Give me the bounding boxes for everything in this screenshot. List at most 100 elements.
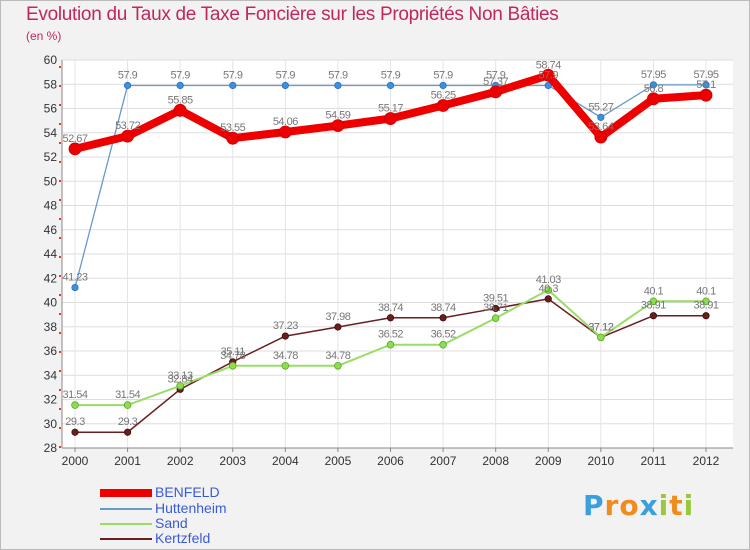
- data-point-sand: [386, 340, 395, 349]
- axis-dot: [59, 427, 61, 429]
- data-point-sand: [544, 286, 553, 294]
- data-point-benfeld: [489, 85, 503, 99]
- data-label-sand: 34.78: [325, 350, 350, 362]
- series-layer: [68, 68, 713, 436]
- y-tick-label: 36: [44, 344, 58, 358]
- axis-dot: [59, 389, 61, 391]
- x-tick-label: 2006: [377, 454, 404, 468]
- data-label-sand: 34.78: [273, 350, 298, 362]
- data-point-sand: [334, 361, 342, 370]
- data-label-kertzfeld: 29.3: [118, 416, 138, 428]
- data-label-sand: 31.54: [115, 389, 140, 401]
- data-point-benfeld: [278, 125, 292, 139]
- y-tick-label: 60: [44, 53, 58, 67]
- data-label-huttenheim: 57.9: [381, 69, 401, 81]
- data-point-benfeld: [68, 142, 82, 156]
- logo-letter: x: [639, 489, 659, 522]
- y-tick-label: 40: [44, 296, 58, 310]
- data-point-huttenheim: [281, 81, 289, 90]
- y-tick-label: 50: [44, 174, 58, 188]
- chart-title: Evolution du Taux de Taxe Foncière sur l…: [26, 4, 559, 25]
- data-point-kertzfeld: [544, 295, 552, 303]
- data-point-huttenheim: [649, 81, 658, 89]
- x-tick-label: 2010: [587, 454, 614, 468]
- axis-dot: [59, 123, 61, 125]
- y-tick-label: 28: [44, 441, 58, 455]
- legend-swatch: [100, 489, 152, 497]
- axis-dot: [59, 408, 61, 410]
- data-label-benfeld: 56.8: [644, 83, 664, 95]
- x-tick-label: 2005: [325, 454, 352, 468]
- data-label-huttenheim: 57.9: [170, 69, 190, 81]
- data-label-benfeld: 55.85: [168, 94, 193, 106]
- legend-label: BENFELD: [155, 484, 220, 500]
- data-point-huttenheim: [544, 81, 552, 90]
- axis-dot: [59, 161, 61, 163]
- data-point-huttenheim: [334, 81, 342, 90]
- data-point-sand: [702, 297, 710, 306]
- axis-dot: [59, 351, 61, 353]
- data-label-benfeld: 54.59: [325, 110, 350, 122]
- x-tick-label: 2011: [641, 454, 667, 468]
- data-point-benfeld: [594, 130, 608, 144]
- data-label-sand: 37.12: [588, 321, 613, 333]
- data-label-huttenheim: 55.27: [588, 101, 613, 113]
- unit-label: (en %): [26, 29, 62, 43]
- data-point-sand: [176, 381, 184, 390]
- proxiti-logo: Proxiti: [583, 489, 694, 522]
- data-label-kertzfeld: 37.23: [273, 320, 298, 332]
- data-label-sand: 34.78: [220, 350, 245, 362]
- axis-dot: [59, 275, 61, 277]
- data-point-sand: [439, 340, 447, 349]
- x-tick-label: 2001: [114, 454, 141, 468]
- axis-dot: [59, 142, 61, 144]
- x-tick-label: 2009: [535, 454, 562, 468]
- data-label-huttenheim: 41.23: [62, 272, 87, 284]
- data-label-kertzfeld: 40.3: [539, 283, 559, 295]
- axis-dot: [59, 66, 61, 68]
- axis-dot: [59, 104, 61, 106]
- legend-label: Kertzfeld: [155, 530, 211, 546]
- axis-dot: [59, 180, 61, 182]
- axis-dot: [59, 218, 61, 220]
- y-tick-label: 42: [44, 271, 58, 285]
- data-label-benfeld: 52.67: [62, 133, 87, 145]
- y-tick-label: 34: [44, 368, 58, 382]
- logo-letter: o: [619, 489, 640, 522]
- data-point-sand: [597, 333, 605, 342]
- data-point-kertzfeld: [123, 428, 132, 436]
- axes: 28 30 32 34 36 38 40 42 44 46 48 50 52 54 56 58 60 2000 20…: [44, 53, 733, 468]
- data-point-benfeld: [331, 119, 345, 132]
- logo-letter: t: [669, 489, 684, 522]
- data-label-benfeld: 53.72: [115, 120, 140, 132]
- x-tick-label: 2008: [482, 454, 509, 468]
- data-label-benfeld: 58.74: [536, 59, 561, 71]
- series-benfeld: [68, 68, 713, 156]
- series-sand: [71, 286, 710, 409]
- data-point-kertzfeld: [281, 332, 289, 340]
- data-label-benfeld: 53.64: [588, 121, 613, 133]
- data-point-benfeld: [121, 129, 134, 143]
- x-tick-label: 2002: [167, 454, 194, 468]
- data-label-sand: 41.03: [536, 274, 561, 286]
- data-label-sand: 36.52: [431, 329, 456, 341]
- y-tick-label: 30: [44, 417, 58, 431]
- data-point-sand: [71, 401, 79, 409]
- legend-swatch: [100, 538, 152, 540]
- data-point-huttenheim: [71, 283, 79, 292]
- data-label-kertzfeld: 35.11: [221, 346, 246, 358]
- data-point-benfeld: [173, 103, 187, 117]
- y-tick-label: 48: [44, 199, 58, 213]
- legend-label: Huttenheim: [155, 500, 227, 516]
- data-label-kertzfeld: 38.74: [431, 302, 456, 314]
- data-point-huttenheim: [597, 113, 605, 121]
- data-label-kertzfeld: 37.98: [325, 311, 350, 323]
- data-point-huttenheim: [123, 81, 132, 90]
- data-point-huttenheim: [229, 81, 237, 90]
- data-label-benfeld: 55.17: [378, 103, 403, 115]
- data-label-sand: 38.71: [483, 302, 508, 314]
- data-point-sand: [649, 297, 658, 306]
- data-point-kertzfeld: [334, 323, 342, 331]
- data-point-huttenheim: [702, 81, 710, 89]
